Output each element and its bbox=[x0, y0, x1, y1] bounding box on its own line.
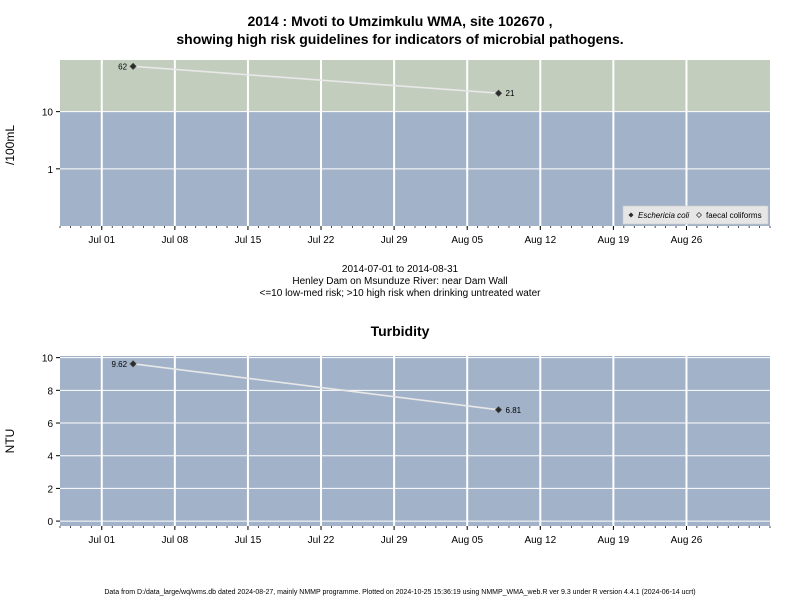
chart-title-line2: showing high risk guidelines for indicat… bbox=[176, 31, 624, 47]
x-tick-label: Aug 05 bbox=[451, 535, 483, 546]
x-tick-label: Aug 26 bbox=[671, 535, 703, 546]
legend-label-faecal: faecal coliforms bbox=[706, 211, 762, 220]
plot-panel bbox=[60, 356, 770, 526]
x-tick-label: Aug 19 bbox=[598, 535, 630, 546]
x-tick-label: Jul 15 bbox=[235, 535, 262, 546]
x-tick-label: Jul 01 bbox=[88, 235, 115, 246]
y-tick-label: 6 bbox=[47, 419, 53, 430]
microbial-chart: Jul 01 Jul 08 Jul 15 Jul 22 Jul 29 Aug 05 Aug … bbox=[42, 60, 771, 246]
y-tick-label: 10 bbox=[42, 354, 54, 365]
series-line bbox=[132, 363, 499, 411]
x-tick-label: Jul 15 bbox=[235, 235, 262, 246]
x-tick-label: Jul 22 bbox=[308, 235, 335, 246]
x-tick-label: Jul 22 bbox=[308, 535, 335, 546]
x-tick-label: Jul 08 bbox=[162, 235, 189, 246]
data-point bbox=[129, 360, 137, 368]
data-point bbox=[494, 406, 503, 414]
high-risk-band bbox=[60, 60, 770, 112]
y-tick-label: 4 bbox=[47, 452, 53, 463]
x-tick-label: Aug 12 bbox=[524, 235, 556, 246]
x-tick-label: Aug 05 bbox=[451, 235, 483, 246]
series-line bbox=[133, 65, 499, 95]
y-tick-label: 0 bbox=[47, 517, 53, 528]
turbidity-title: Turbidity bbox=[370, 323, 430, 339]
x-tick-label: Aug 26 bbox=[671, 235, 703, 246]
legend-marker-faecal bbox=[696, 212, 702, 218]
data-point bbox=[129, 62, 137, 70]
x-tick-label: Jul 29 bbox=[381, 535, 408, 546]
footer-note: Data from D:/data_large/wq/wms.db dated … bbox=[104, 589, 696, 596]
legend-label-ecoli: Eschericia coli bbox=[638, 211, 689, 220]
x-tick-label: Aug 19 bbox=[598, 235, 630, 246]
y-tick-label: 2 bbox=[47, 484, 53, 495]
legend-box bbox=[622, 205, 769, 225]
date-range-text: 2014-07-01 to 2014-08-31 bbox=[341, 264, 459, 275]
data-label: 9.62 bbox=[112, 360, 128, 369]
x-tick-label: Jul 01 bbox=[88, 535, 115, 546]
legend-marker-ecoli bbox=[628, 212, 634, 218]
data-label: 6.81 bbox=[506, 406, 522, 415]
data-point bbox=[494, 89, 503, 97]
site-description-text: Henley Dam on Msunduze River: near Dam W… bbox=[292, 276, 508, 287]
y-tick-label: 8 bbox=[47, 386, 53, 397]
chart-title-line1: 2014 : Mvoti to Umzimkulu WMA, site 1026… bbox=[247, 13, 553, 29]
data-label: 21 bbox=[506, 89, 515, 98]
x-tick-label: Jul 29 bbox=[381, 235, 408, 246]
y-tick-label: 10 bbox=[42, 108, 54, 119]
risk-guideline-text: <=10 low-med risk; >10 high risk when dr… bbox=[259, 288, 541, 299]
turbidity-y-axis-label: NTU bbox=[3, 428, 17, 454]
y-tick-label: 1 bbox=[47, 165, 53, 176]
x-tick-label: Jul 08 bbox=[162, 535, 189, 546]
data-label: 62 bbox=[118, 62, 127, 71]
x-tick-label: Aug 12 bbox=[524, 535, 556, 546]
